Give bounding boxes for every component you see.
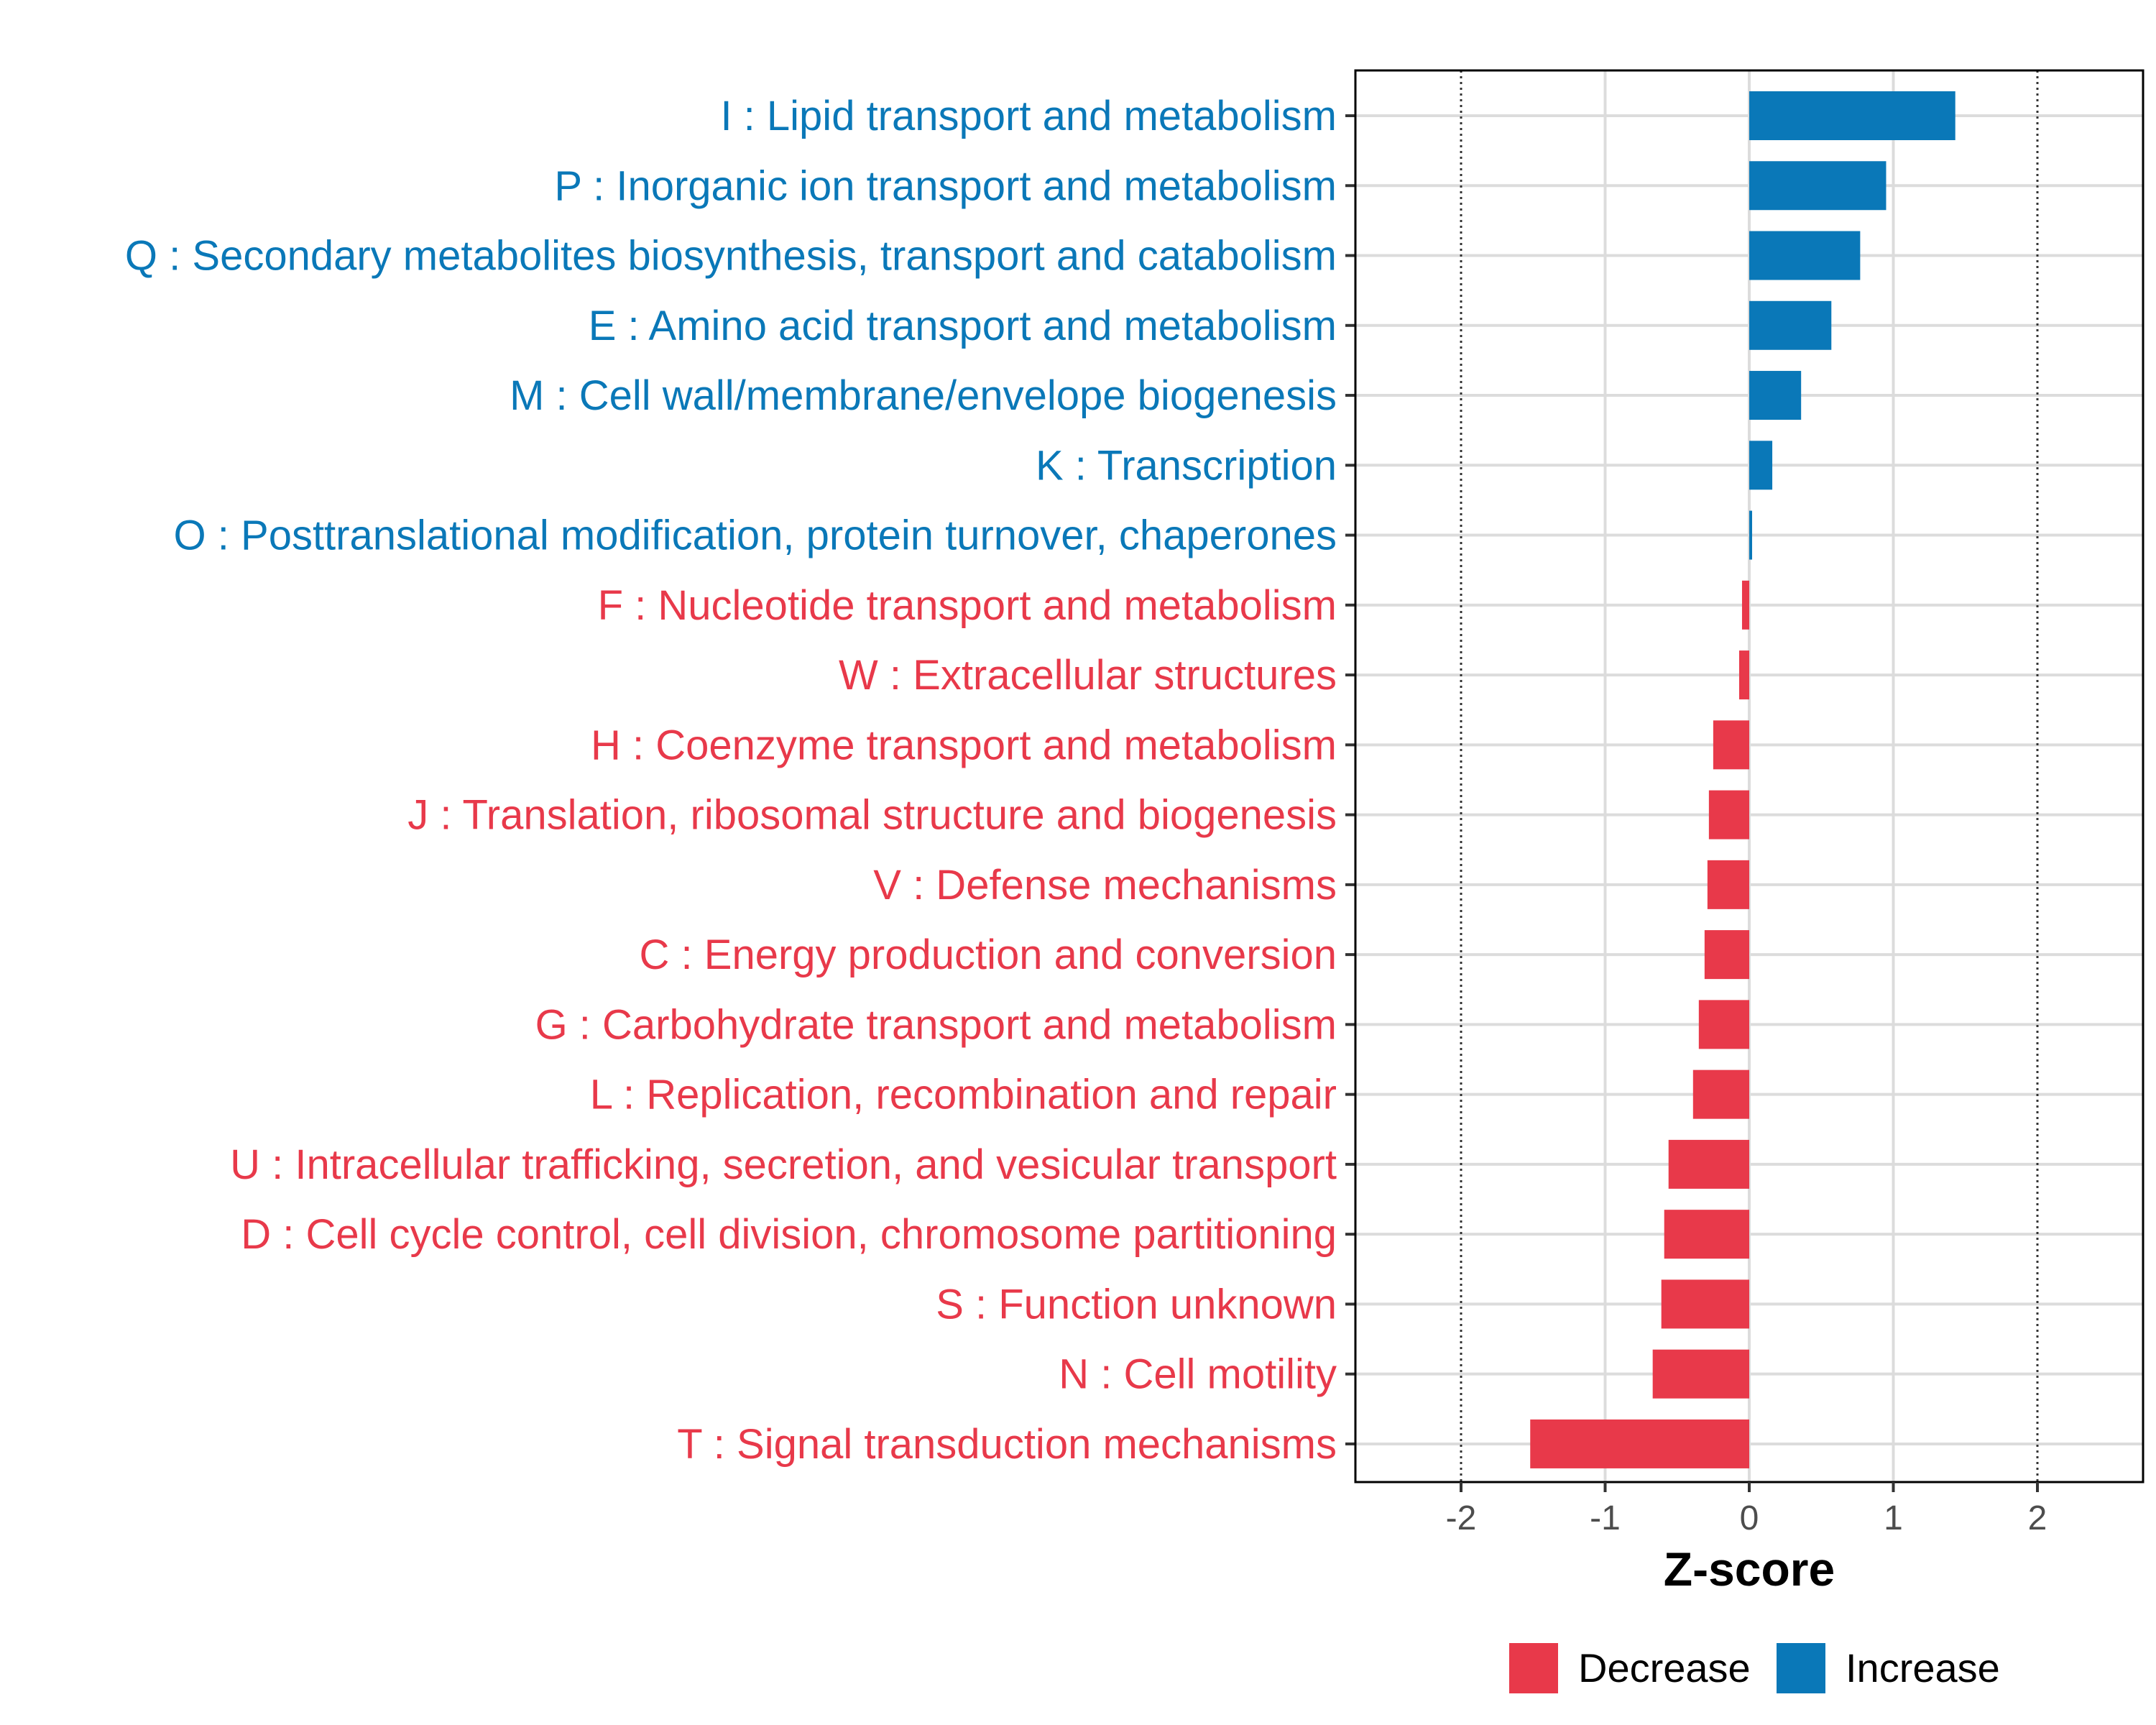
bar xyxy=(1749,231,1861,280)
legend-label: Increase xyxy=(1846,1645,2000,1690)
bar xyxy=(1664,1210,1749,1259)
category-label: N : Cell motility xyxy=(1059,1351,1337,1398)
bar xyxy=(1661,1279,1749,1329)
category-label: U : Intracellular trafficking, secretion… xyxy=(230,1141,1337,1188)
legend-swatch xyxy=(1777,1643,1825,1693)
category-label: D : Cell cycle control, cell division, c… xyxy=(241,1211,1337,1258)
category-label: M : Cell wall/membrane/envelope biogenes… xyxy=(510,372,1337,419)
bar xyxy=(1749,161,1886,211)
bar-layer xyxy=(1530,91,1955,1468)
bar xyxy=(1749,510,1753,560)
category-label: G : Carbohydrate transport and metabolis… xyxy=(535,1001,1337,1048)
bar xyxy=(1668,1139,1749,1189)
category-label: F : Nucleotide transport and metabolism xyxy=(598,582,1337,629)
category-label: L : Replication, recombination and repai… xyxy=(590,1072,1337,1118)
x-tick-label: -2 xyxy=(1446,1499,1477,1537)
category-label: W : Extracellular structures xyxy=(839,652,1337,699)
x-tick-label: -1 xyxy=(1590,1499,1621,1537)
bar xyxy=(1713,720,1749,770)
category-label: C : Energy production and conversion xyxy=(640,932,1337,978)
category-label: Q : Secondary metabolites biosynthesis, … xyxy=(125,233,1337,280)
bar xyxy=(1708,790,1749,840)
category-label: H : Coenzyme transport and metabolism xyxy=(591,722,1337,768)
category-labels: I : Lipid transport and metabolism P : In… xyxy=(125,93,1337,1468)
category-label: O : Posttranslational modification, prot… xyxy=(174,512,1337,559)
x-axis-title: Z-score xyxy=(1664,1542,1835,1596)
category-label: V : Defense mechanisms xyxy=(873,862,1337,908)
x-axis: -2 -1 0 1 2 xyxy=(1345,69,2145,1537)
bar xyxy=(1530,1419,1749,1468)
bar xyxy=(1738,650,1749,700)
category-label: S : Function unknown xyxy=(936,1281,1337,1328)
category-label: I : Lipid transport and metabolism xyxy=(720,93,1337,139)
bar xyxy=(1741,580,1749,630)
grid-layer xyxy=(1355,70,2143,1482)
legend-swatch xyxy=(1509,1643,1558,1693)
x-tick-label: 0 xyxy=(1740,1499,1759,1537)
x-tick-label: 2 xyxy=(2028,1499,2047,1537)
legend: Decrease Increase xyxy=(1509,1643,2000,1693)
bar xyxy=(1692,1070,1749,1119)
bar xyxy=(1749,300,1832,350)
bar xyxy=(1698,1000,1749,1049)
legend-label: Decrease xyxy=(1578,1645,1751,1690)
category-label: T : Signal transduction mechanisms xyxy=(677,1421,1337,1468)
category-label: P : Inorganic ion transport and metaboli… xyxy=(554,162,1337,209)
category-label: J : Translation, ribosomal structure and… xyxy=(407,792,1337,839)
bar xyxy=(1749,91,1955,140)
category-label: E : Amino acid transport and metabolism xyxy=(589,303,1337,349)
bar xyxy=(1704,930,1749,980)
category-label: K : Transcription xyxy=(1036,442,1337,489)
bar xyxy=(1749,371,1802,420)
bar xyxy=(1707,860,1749,909)
bar xyxy=(1652,1349,1749,1399)
x-tick-label: 1 xyxy=(1884,1499,1903,1537)
bar xyxy=(1749,441,1773,490)
